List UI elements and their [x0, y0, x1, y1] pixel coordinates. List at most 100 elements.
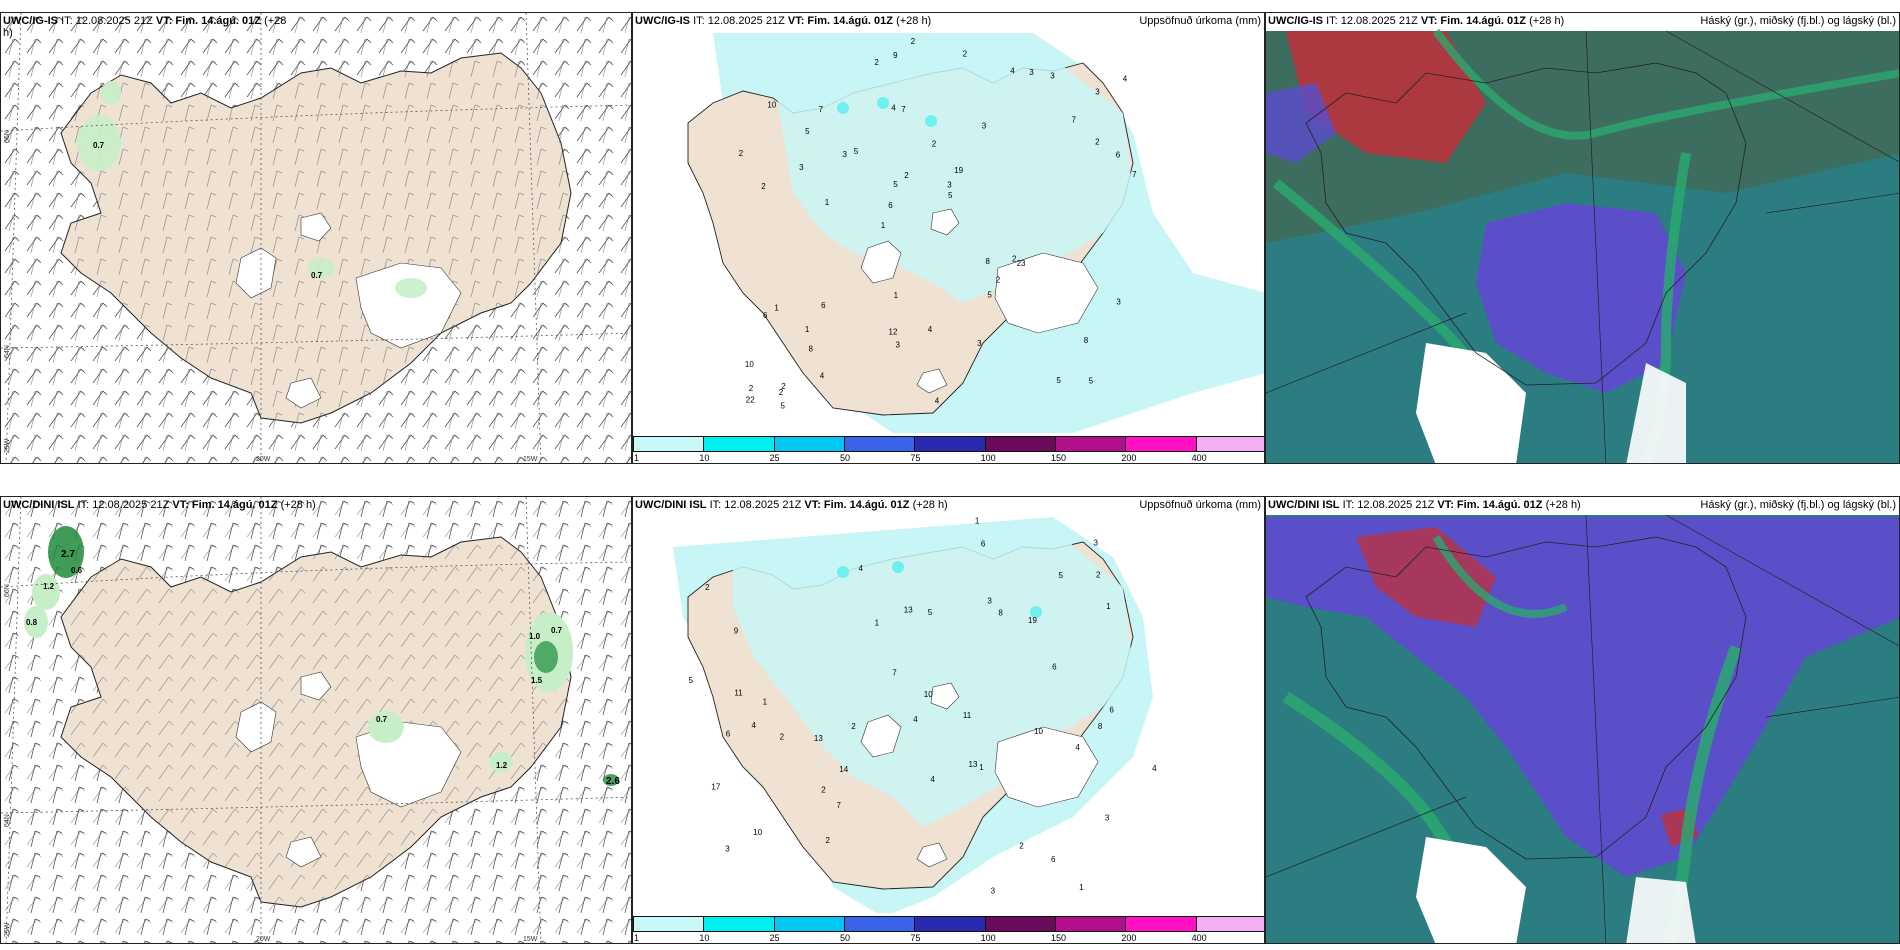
precip-number: 4: [930, 775, 935, 784]
clear-sky: [1416, 343, 1526, 463]
precip-number: 4: [1010, 66, 1015, 75]
colorbar-tick: 1: [634, 453, 640, 463]
precip-number: 3: [799, 163, 804, 172]
precip-number: 7: [892, 669, 897, 678]
colorbar-swatch: [1125, 916, 1197, 932]
precip-number: 2: [1096, 571, 1101, 580]
colorbar-tick: 25: [769, 933, 780, 943]
colorbar-swatch: [844, 436, 916, 452]
green-precip: [24, 526, 619, 786]
precip-number: 1: [1079, 883, 1084, 892]
cloud-mid: [1476, 203, 1686, 393]
colorbar-swatch: [914, 436, 986, 452]
precip-number: 11: [963, 711, 972, 720]
precip-number: 4: [935, 396, 940, 405]
precip-number: 5: [928, 608, 933, 617]
precip-number: 7: [1072, 115, 1077, 124]
precip-number: 7: [1132, 170, 1137, 179]
colorbar-tick: 150: [1051, 453, 1067, 463]
panel-header: UWC/IG-IS IT: 12.08.2025 21Z VT: Fim. 14…: [1268, 15, 1565, 27]
precip-number: 1: [975, 517, 980, 526]
precip-number: 3: [1050, 71, 1055, 80]
colorbar-swatch: [844, 916, 916, 932]
precip-number: 7: [901, 105, 906, 114]
precip-number: 1: [979, 763, 984, 772]
precip-number: 8: [985, 257, 990, 266]
precip-value: 0.7: [551, 626, 563, 635]
colorbar-tick: 10: [699, 453, 710, 463]
colorbar-swatch: [914, 916, 986, 932]
panel-header: UWC/DINI ISL IT: 12.08.2025 21Z VT: Fim.…: [1268, 499, 1581, 511]
precip-number: 6: [888, 201, 893, 210]
colorbar-tick: 200: [1121, 933, 1137, 943]
graticule: [1266, 514, 1899, 943]
precip-number: 2: [761, 182, 766, 191]
precip-overlay: [773, 58, 1133, 303]
precip-number: 5: [1056, 376, 1061, 385]
precip-number: 8: [998, 608, 1003, 617]
cloud-high: [1286, 31, 1486, 163]
precip-number: 2: [821, 785, 826, 794]
map-panel-r1c2: UWC/IG-IS IT: 12.08.2025 21Z VT: Fim. 14…: [632, 12, 1265, 464]
precip-number: 10: [1034, 727, 1043, 736]
graticule: [1, 497, 631, 943]
precip-number: 10: [753, 828, 762, 837]
precip-number: 17: [711, 783, 720, 792]
precip-number: 3: [982, 121, 987, 130]
glaciers: [860, 208, 1099, 394]
precip-number: 3: [896, 340, 901, 349]
colorbar: 1 10 25 50 75 100 150 200 400: [633, 436, 1264, 463]
precip-number: 7: [819, 105, 824, 114]
panel-title: Háský (gr.), miðský (fj.bl.) og lágský (…: [1700, 499, 1896, 511]
precip-value: 1.2: [496, 761, 508, 770]
precip-number: 23: [1017, 259, 1026, 268]
map-panel-r2c2: UWC/DINI ISL IT: 12.08.2025 21Z VT: Fim.…: [632, 496, 1265, 944]
precip-number: 6: [1052, 663, 1057, 672]
precip-number: 2: [911, 37, 916, 46]
precip-number: 10: [745, 360, 754, 369]
precip-number: 4: [913, 715, 918, 724]
colorbar-swatch: [1125, 436, 1197, 452]
map-panel-r2c1: UWC/DINI ISL IT: 12.08.2025 21Z VT: Fim.…: [0, 496, 632, 944]
precip-number: 2: [1095, 138, 1100, 147]
colorbar-tick: 400: [1191, 933, 1207, 943]
precip-number: 2: [739, 149, 744, 158]
colorbar-tick: 10: [699, 933, 710, 943]
precip-number: 8: [1084, 336, 1089, 345]
precip-value: 0.8: [26, 618, 38, 627]
precip-number: 22: [746, 395, 755, 404]
lat-label: 64N: [4, 814, 11, 827]
precip-number: 1: [825, 198, 830, 207]
colorbar-swatch: [773, 916, 845, 932]
lon-label: 25W: [4, 438, 11, 453]
lat-label: 66N: [4, 584, 11, 597]
precip-number: 3: [1116, 297, 1121, 306]
precip-value: 2.6: [606, 776, 620, 787]
precip-max: [837, 97, 937, 127]
precip-number: 3: [987, 597, 992, 606]
precip-number: 2: [749, 384, 754, 393]
colorbar-swatch: [984, 436, 1056, 452]
precip-labels: 5231324215108719231097826125746582433546…: [739, 37, 1138, 410]
graticule: [1266, 30, 1899, 463]
panel-header: UWC/IG-IS IT: 12.08.2025 21Z VT: Fim. 14…: [635, 15, 932, 27]
precip-number: 12: [889, 328, 898, 337]
precip-number: 8: [1098, 722, 1103, 731]
precip-number: 6: [821, 301, 826, 310]
precip-number: 1: [805, 325, 810, 334]
precip-number: 11: [734, 689, 743, 698]
precip-number: 2: [851, 722, 856, 731]
precip-number: 2: [904, 171, 909, 180]
precip-number: 2: [963, 50, 968, 59]
precip-number: 3: [1094, 539, 1099, 548]
colorbar-swatch: [703, 916, 775, 932]
precip-number: 1: [881, 221, 886, 230]
precip-number: 14: [839, 765, 848, 774]
precip-number: 3: [947, 181, 952, 190]
precip-number: 6: [1051, 855, 1056, 864]
colorbar-swatch: [1055, 916, 1127, 932]
precip-number: 3: [977, 339, 982, 348]
precip-number: 1: [894, 291, 899, 300]
